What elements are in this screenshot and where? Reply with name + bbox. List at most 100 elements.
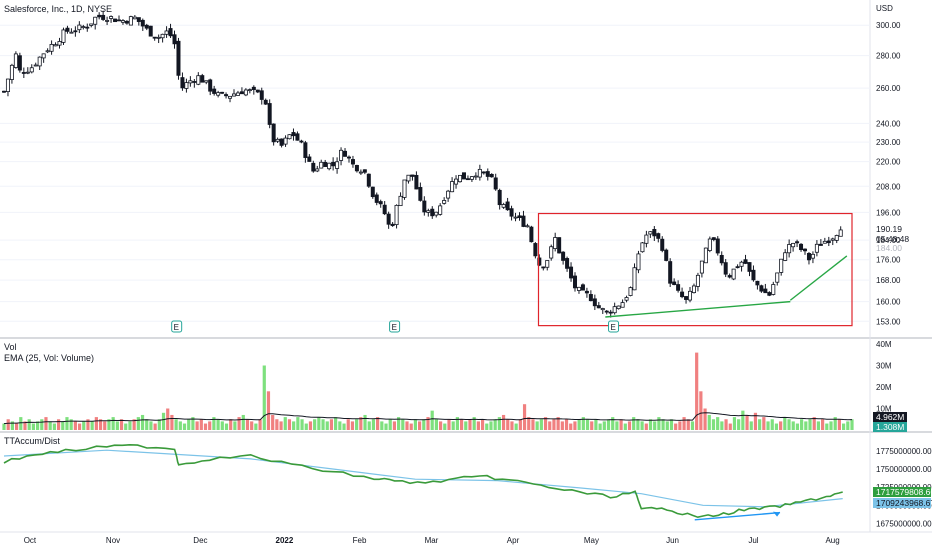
accum-trendline-segment (694, 511, 781, 521)
volume-bar-up (774, 423, 779, 430)
volume-bar-up (833, 417, 837, 430)
volume-bar-down (271, 414, 275, 430)
volume-bar-down (548, 421, 552, 430)
price-tick-label: 208.00 (876, 182, 901, 191)
candle-up (49, 44, 54, 52)
volume-bar-down (459, 419, 464, 430)
volume-bar-up (182, 423, 187, 430)
candle-up (628, 287, 633, 296)
candle-up (402, 179, 407, 198)
candle-up (231, 93, 236, 97)
chart-annotations[interactable] (537, 212, 853, 327)
candle-up (398, 195, 403, 207)
volume-ema-label[interactable]: EMA (25, Vol: Volume) (4, 353, 94, 363)
candle-down (795, 241, 800, 244)
volume-bar-up (539, 419, 543, 430)
volume-bar-up (149, 421, 153, 430)
candle-up (469, 176, 474, 180)
time-tick-label: Jul (748, 536, 758, 545)
volume-bar-up (31, 423, 35, 430)
candle-down (493, 177, 498, 190)
volume-bar-up (653, 421, 657, 430)
volume-bar-down (166, 408, 170, 430)
volume-bar-up (632, 417, 636, 430)
price-candles[interactable] (2, 10, 843, 318)
volume-bar-up (581, 417, 585, 430)
candle-up (93, 16, 98, 25)
volume-bar-up (283, 417, 287, 430)
volume-bar-down (480, 419, 485, 430)
volume-bar-up (401, 419, 405, 430)
volume-bar-up (220, 421, 224, 430)
candle-down (592, 298, 597, 307)
volume-bar-up (594, 419, 598, 430)
candle-up (216, 92, 221, 96)
candle-down (259, 90, 264, 100)
candle-up (783, 252, 788, 261)
candle-up (442, 200, 447, 204)
volume-bar-down (44, 417, 48, 430)
accum-signal-tag-bg (873, 498, 931, 508)
time-tick-label: Apr (507, 536, 520, 545)
candle-up (235, 92, 240, 96)
candle-down (826, 240, 831, 244)
time-tick-label: Oct (24, 536, 37, 545)
volume-bar-up (804, 421, 808, 430)
price-tick-label: 168.00 (876, 276, 901, 285)
volume-bar-up (422, 419, 426, 430)
volume-bar-up (233, 421, 237, 430)
candle-down (684, 296, 689, 300)
candle-down (763, 288, 768, 294)
accum-value-tag: 1717579808.66 (876, 487, 932, 497)
candle-up (105, 20, 110, 22)
volume-bar-down (510, 421, 514, 430)
volume-bar-up (35, 421, 40, 430)
candle-up (243, 89, 248, 96)
volume-bar-down (837, 419, 842, 430)
candle-up (426, 210, 431, 213)
candle-up (822, 240, 827, 244)
candle-up (636, 253, 641, 271)
volume-axis[interactable]: 40M 30M 20M 10M (876, 340, 892, 414)
candle-down (239, 91, 244, 95)
volume-bar-up (304, 423, 308, 430)
candle-down (461, 172, 466, 180)
candle-down (755, 280, 760, 286)
time-axis[interactable]: Oct Nov Dec 2022 Feb Mar Apr May Jun Jul Aug (24, 536, 840, 545)
price-axis[interactable]: 300.00 280.00 260.00 240.00 230.00 220.00 208.… (876, 21, 901, 326)
volume-bar-up (296, 417, 300, 430)
candle-down (747, 262, 752, 272)
volume-pane-title[interactable]: Vol (4, 342, 17, 352)
candle-down (529, 226, 534, 243)
accum-trendline[interactable] (694, 511, 781, 521)
volume-bar-up (758, 419, 762, 430)
price-tick-label: 196.00 (876, 208, 901, 217)
candle-down (676, 284, 681, 291)
volume-bar-up (535, 421, 539, 430)
accum-tick-label: 1675000000.00 (876, 519, 932, 528)
volume-bar-down (699, 391, 703, 430)
volume-bar-up (128, 421, 132, 430)
candle-down (378, 201, 383, 205)
candle-down (569, 266, 574, 279)
candle-down (101, 14, 106, 20)
volume-bar-up (606, 419, 611, 430)
accum-pane-title[interactable]: TTAccum/Dist (4, 436, 60, 446)
candle-up (156, 36, 161, 39)
candle-down (152, 36, 157, 39)
candle-down (537, 257, 542, 266)
candle-up (33, 64, 38, 67)
candle-down (295, 133, 300, 141)
volume-bar-up (598, 423, 602, 430)
volume-bar-down (506, 419, 510, 430)
candle-up (791, 242, 796, 248)
price-trendline (789, 255, 848, 301)
volume-bar-down (392, 421, 397, 430)
volume-bar-down (821, 419, 825, 430)
volume-bar-down (350, 421, 355, 430)
currency-label: USD (876, 4, 893, 13)
symbol-title[interactable]: Salesforce, Inc., 1D, NYSE (4, 4, 112, 14)
candle-down (668, 261, 673, 284)
